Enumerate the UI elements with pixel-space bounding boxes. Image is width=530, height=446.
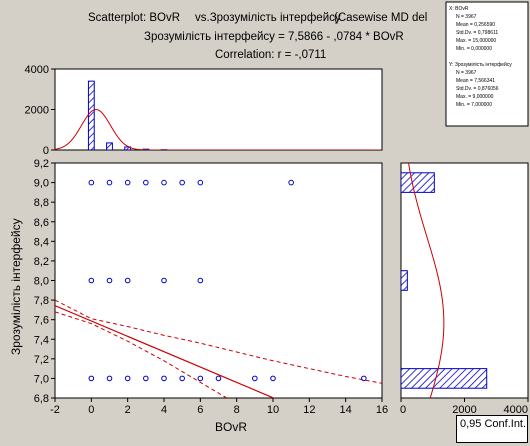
x-hist-bar	[106, 142, 113, 150]
scatter-point	[106, 277, 113, 284]
scatter-point	[88, 277, 95, 284]
x-tick-label: -2	[50, 404, 60, 416]
x-tick-label: 12	[303, 404, 315, 416]
y-hist-bar	[401, 368, 488, 389]
legend-line: Mean = 7,566341	[456, 78, 495, 84]
x-tick-label: 14	[340, 404, 352, 416]
scatter-point	[270, 375, 276, 382]
confidence-band-upper	[55, 299, 382, 384]
title-line1-right: (Casewise MD del	[334, 12, 427, 24]
scatter-point	[88, 375, 95, 382]
right-x-tick-label: 0	[400, 404, 406, 416]
right-x-tick-label: 2000	[452, 404, 476, 416]
top-histogram-frame	[54, 68, 383, 151]
title-line1-left: Scatterplot: BOvR	[88, 12, 180, 24]
y-hist-bar	[401, 270, 408, 291]
x-tick-label: 6	[197, 404, 203, 416]
scatter-point	[215, 375, 222, 382]
main-plot-frame	[54, 162, 383, 399]
y-tick-label: 9,2	[34, 158, 49, 170]
regression-line	[55, 305, 276, 398]
y-tick-label: 7,4	[34, 334, 49, 346]
y-tick-label: 7,2	[34, 354, 49, 366]
x-tick-label: 2	[125, 404, 131, 416]
scatter-point	[288, 179, 294, 186]
y-tick-label: 6,8	[34, 393, 49, 405]
right-x-tick-label: 4000	[504, 404, 528, 416]
scatter-point	[106, 375, 113, 382]
legend-line: Std.Dv. = 0,876056	[456, 86, 499, 92]
y-tick-label: 9,0	[34, 178, 49, 190]
scatter-point	[361, 375, 367, 382]
y-tick-label: 8,6	[34, 217, 49, 229]
legend-line: Min. = 7,000000	[456, 102, 492, 108]
y-tick-label: 8,2	[34, 256, 49, 268]
title-line2: Зрозумілість інтерфейсу = 7,5866 - ,0784…	[144, 31, 404, 43]
legend-line: Max. = 9,000000	[456, 94, 494, 100]
legend-line: X: BOvR	[449, 6, 469, 12]
confidence-interval-label: 0,95 Conf.Int.	[456, 415, 528, 443]
scatter-point	[124, 375, 131, 382]
y-tick-label: 7,8	[34, 295, 49, 307]
legend-line: Y: Зрозумілість інтерфейсу	[449, 61, 512, 68]
title-line3: Correlation: r = -,0711	[215, 49, 326, 61]
scatter-point	[124, 179, 131, 186]
scatter-point	[161, 179, 167, 186]
scatter-point	[179, 179, 185, 186]
top-y-tick-label: 2000	[25, 105, 49, 117]
x-hist-bar	[87, 80, 95, 150]
x-tick-label: 16	[376, 404, 388, 416]
legend-line: N = 3967	[456, 14, 477, 20]
scatter-point	[197, 277, 204, 284]
scatter-point	[179, 375, 185, 382]
y-axis-label: Зрозумілість інтерфейсу	[9, 218, 23, 355]
y-tick-label: 7,0	[34, 373, 49, 385]
scatter-point	[88, 179, 95, 186]
x-tick-label: 8	[234, 404, 240, 416]
legend-line: Mean = 0,256590	[456, 22, 495, 28]
y-tick-label: 8,8	[34, 197, 49, 209]
scatter-point	[197, 375, 204, 382]
y-hist-normal-curve	[408, 163, 445, 398]
top-y-tick-label: 0	[43, 145, 49, 157]
stats-legend: X: BOvR N = 3967 Mean = 0,256590 Std.Dv. = …	[445, 1, 529, 127]
y-tick-label: 8,4	[34, 236, 49, 248]
x-tick-label: 10	[267, 404, 279, 416]
scatter-point	[124, 277, 131, 284]
right-histogram-frame	[400, 162, 529, 399]
x-hist-bar	[124, 146, 132, 150]
scatter-point	[143, 179, 149, 186]
legend-box	[445, 1, 529, 127]
x-tick-label: 4	[161, 404, 167, 416]
scatter-point	[197, 179, 204, 186]
y-hist-bar	[401, 172, 435, 193]
scatter-point	[161, 375, 167, 382]
x-tick-label: 0	[88, 404, 94, 416]
scatter-point	[252, 375, 258, 382]
top-y-tick-label: 4000	[25, 64, 49, 76]
y-tick-label: 7,6	[34, 315, 49, 327]
x-axis-label: BOvR	[215, 420, 247, 434]
title-line1-mid: vs.Зрозумілість інтерфейсу	[195, 12, 341, 24]
legend-line: N = 3967	[456, 70, 477, 76]
x-hist-normal-curve	[55, 108, 382, 150]
legend-line: Max. = 15,000000	[456, 38, 496, 44]
scatter-point	[161, 277, 167, 284]
legend-line: Min. = 0,000000	[456, 46, 492, 52]
confidence-band-lower	[55, 311, 228, 398]
legend-line: Std.Dv. = 0,798611	[456, 30, 498, 36]
scatter-point	[143, 375, 149, 382]
scatter-point	[106, 179, 113, 186]
y-tick-label: 8,0	[34, 276, 49, 288]
